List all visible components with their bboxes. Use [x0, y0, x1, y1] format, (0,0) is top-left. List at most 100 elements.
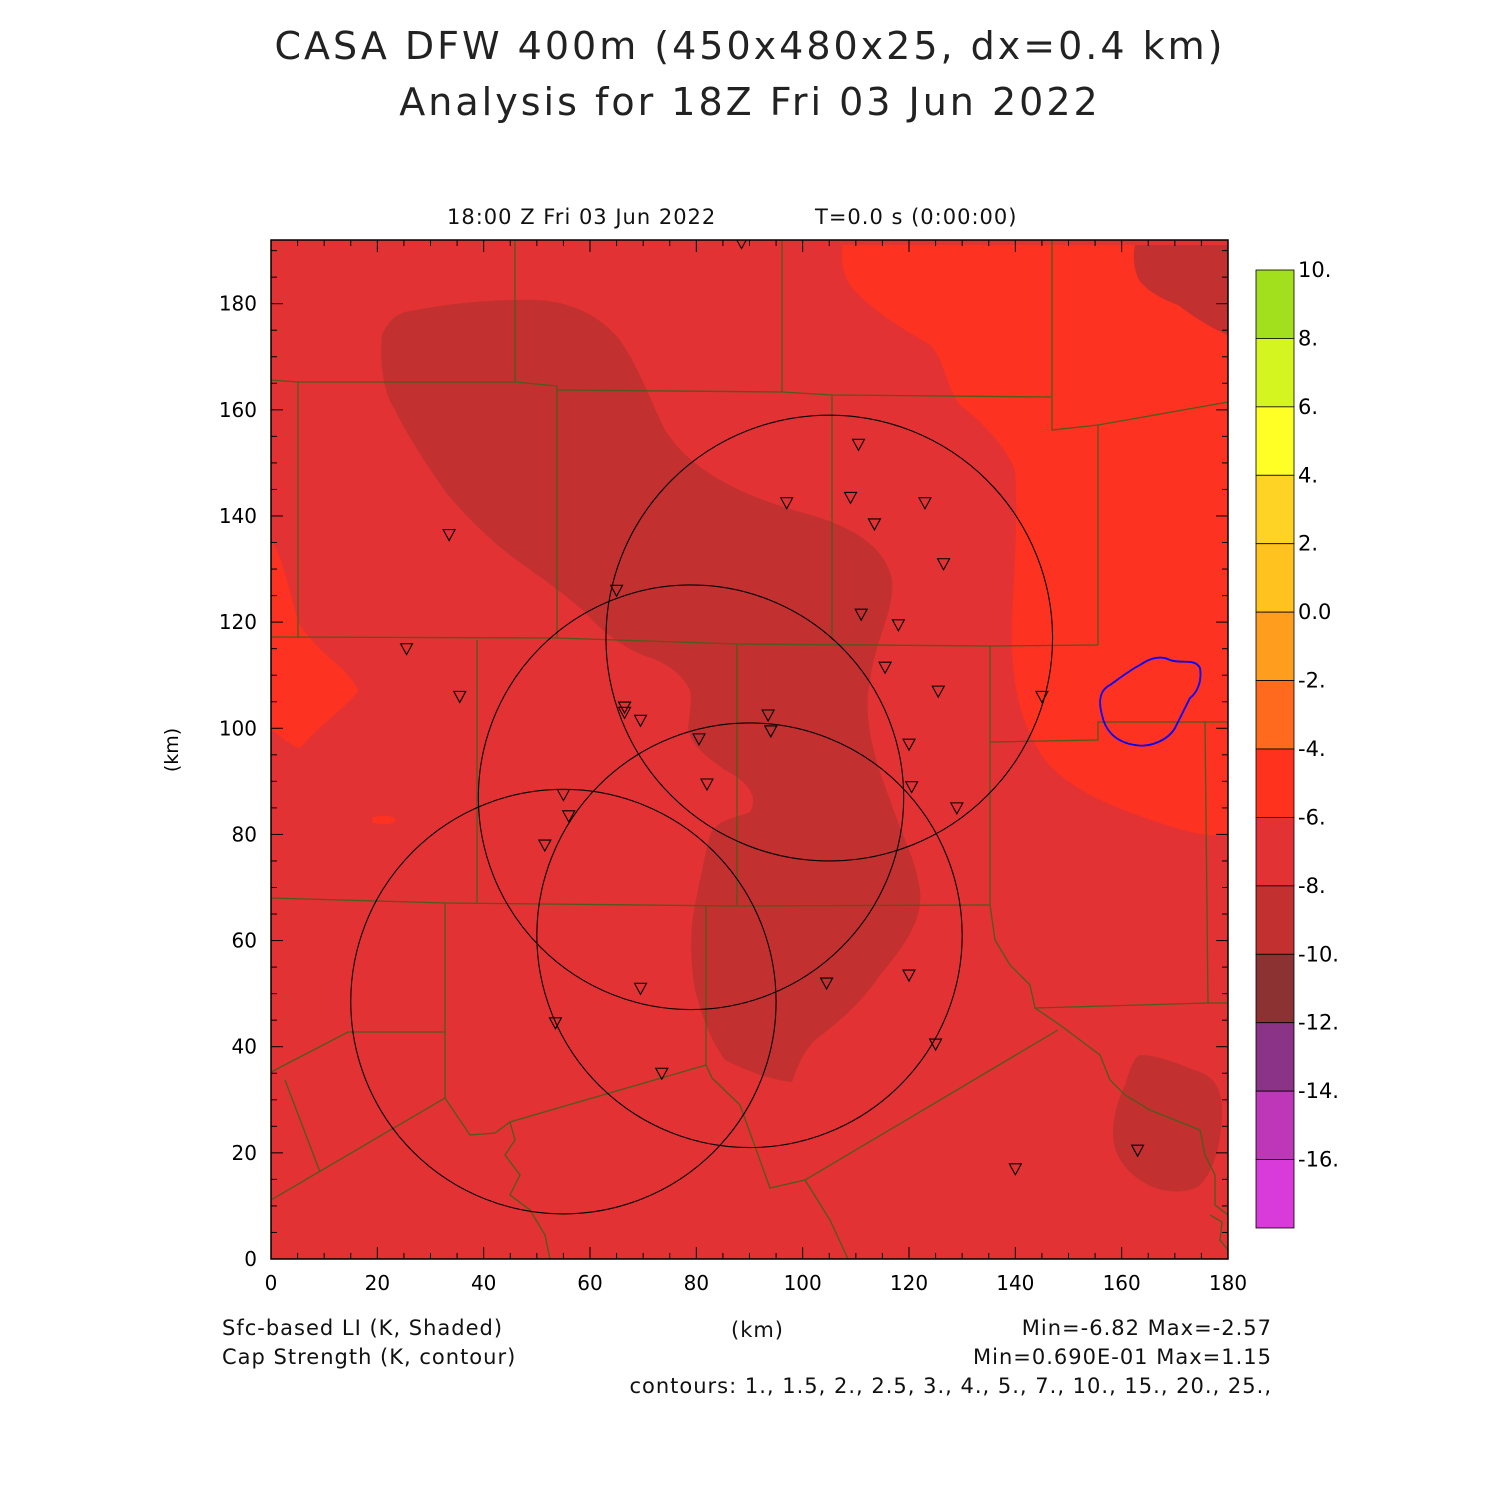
x-tick-labels: 0 20 40 60 80 100 120 140 160 180	[265, 1271, 1247, 1295]
plot-title-line2: Analysis for 18Z Fri 03 Jun 2022	[399, 80, 1101, 124]
station-marker	[843, 491, 858, 505]
colorbar-label: 6.	[1298, 395, 1318, 419]
station-marker	[1130, 1144, 1145, 1158]
station-marker	[654, 1067, 669, 1081]
colorbar-swatch	[1255, 1022, 1295, 1092]
shaded-minmax-label: Min=-6.82 Max=-2.57	[1021, 1316, 1272, 1340]
li-field-west-region	[271, 540, 358, 748]
station-marker	[561, 810, 576, 823]
colorbar-swatch	[1255, 543, 1295, 613]
plot-title-line1: CASA DFW 400m (450x480x25, dx=0.4 km)	[274, 24, 1226, 68]
li-field-speck	[372, 815, 396, 825]
x-tick-label: 180	[1209, 1271, 1247, 1295]
station-marker	[891, 619, 906, 632]
y-tick-label: 100	[219, 716, 257, 740]
radar-ring-3	[536, 722, 963, 1149]
forecast-time-label: T=0.0 s (0:00:00)	[815, 205, 1018, 229]
colorbar-swatch	[1255, 748, 1295, 818]
valid-time-label: 18:00 Z Fri 03 Jun 2022	[447, 205, 717, 229]
station-marker	[931, 685, 946, 699]
li-field-southeast-blob	[1113, 1055, 1222, 1192]
station-marker	[1008, 1163, 1023, 1176]
li-field-northeast-band	[1133, 245, 1228, 335]
station-marker	[949, 802, 964, 816]
colorbar-swatch	[1255, 611, 1295, 681]
colorbar-swatch	[1255, 1159, 1295, 1229]
x-tick-label: 40	[471, 1271, 496, 1295]
station-marker	[851, 438, 866, 452]
station-marker	[902, 738, 916, 752]
x-tick-label: 100	[784, 1271, 822, 1295]
x-axis-label: (km)	[731, 1318, 785, 1342]
colorbar-swatch	[1255, 680, 1295, 750]
station-marker	[633, 714, 648, 728]
station-marker	[878, 661, 893, 675]
station-marker	[548, 1017, 563, 1030]
x-tick-label: 0	[265, 1271, 278, 1295]
station-markers	[399, 240, 1145, 1176]
colorbar-label: -8.	[1298, 874, 1326, 898]
station-marker	[556, 789, 571, 802]
x-tick-label: 160	[1103, 1271, 1141, 1295]
axis-ticks	[270, 240, 1229, 1260]
colorbar-label: -6.	[1298, 805, 1326, 829]
station-marker	[763, 725, 778, 739]
li-field-central-band	[381, 299, 921, 1083]
x-tick-label: 120	[890, 1271, 928, 1295]
x-tick-label: 140	[996, 1271, 1034, 1295]
colorbar-swatch	[1255, 885, 1295, 955]
shaded-field-label: Sfc-based LI (K, Shaded)	[222, 1316, 504, 1340]
station-marker	[928, 1038, 943, 1052]
station-marker	[633, 982, 648, 996]
station-marker	[854, 608, 869, 622]
colorbar-labels: 10. 8. 6. 4. 2. 0.0 -2. -4. -6. -8. -10. -12. -14. -1…	[1298, 258, 1339, 1172]
contour-field-label: Cap Strength (K, contour)	[222, 1345, 517, 1369]
radar-ring-1	[605, 414, 1054, 862]
colorbar-label: 8.	[1298, 326, 1318, 350]
station-marker	[1034, 690, 1049, 704]
colorbar-label: 0.0	[1298, 600, 1331, 624]
y-tick-label: 160	[219, 398, 257, 422]
x-tick-label: 60	[577, 1271, 602, 1295]
colorbar-label: -14.	[1298, 1079, 1339, 1103]
colorbar	[1255, 269, 1295, 1229]
colorbar-swatch	[1255, 406, 1295, 476]
cap-strength-contour	[1099, 656, 1202, 747]
station-marker	[692, 733, 706, 747]
x-tick-label: 20	[365, 1271, 390, 1295]
county-boundaries	[271, 240, 1228, 1259]
station-marker	[617, 706, 632, 720]
station-marker	[918, 497, 932, 510]
colorbar-label: -10.	[1298, 942, 1339, 966]
station-marker	[936, 558, 951, 571]
y-tick-label: 80	[232, 822, 257, 846]
y-axis-label: (km)	[161, 728, 183, 772]
colorbar-swatch	[1255, 474, 1295, 545]
station-marker	[399, 643, 414, 656]
station-marker	[761, 709, 776, 723]
y-tick-label: 0	[244, 1247, 257, 1271]
colorbar-swatch	[1255, 817, 1295, 887]
colorbar-swatch	[1255, 1090, 1295, 1160]
station-marker	[904, 781, 919, 794]
y-tick-label: 60	[232, 929, 257, 953]
station-marker	[609, 584, 624, 598]
colorbar-swatch	[1255, 953, 1295, 1024]
colorbar-label: -4.	[1298, 737, 1326, 761]
y-tick-label: 180	[219, 292, 257, 316]
contour-levels-label: contours: 1., 1.5, 2., 2.5, 3., 4., 5., …	[629, 1374, 1272, 1398]
station-marker	[819, 977, 834, 991]
colorbar-label: -2.	[1298, 669, 1326, 693]
colorbar-label: -12.	[1298, 1011, 1339, 1035]
station-marker	[700, 778, 714, 792]
y-tick-label: 40	[232, 1035, 257, 1059]
map-area	[271, 240, 1228, 1259]
y-tick-label: 20	[232, 1141, 257, 1165]
station-marker	[736, 240, 747, 250]
station-marker	[902, 969, 916, 983]
station-marker	[442, 529, 457, 542]
colorbar-swatch	[1255, 338, 1295, 408]
y-tick-label: 120	[219, 610, 257, 634]
station-marker	[779, 497, 794, 510]
